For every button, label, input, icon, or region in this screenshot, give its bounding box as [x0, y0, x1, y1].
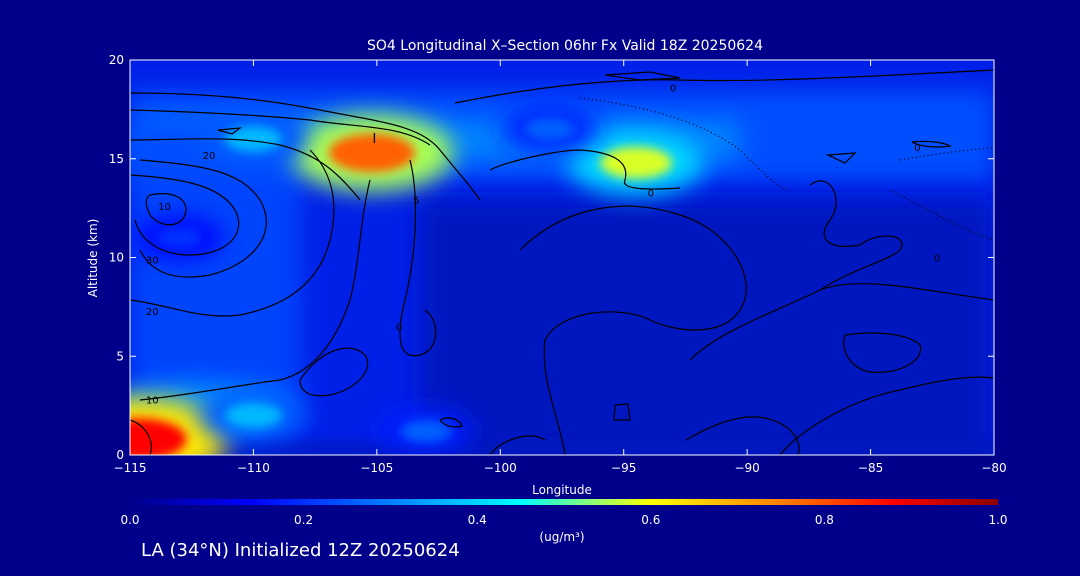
concentration-blob — [401, 420, 452, 443]
contour-label: 5 — [413, 196, 419, 207]
contour-label: 20 — [146, 307, 159, 318]
contour-line — [825, 152, 857, 164]
colorbar-tick-label: 0.2 — [294, 513, 313, 527]
contour-line — [579, 97, 791, 191]
colorbar-gradient — [130, 499, 998, 505]
x-axis: −115 −110 −105 −100 −95 −90 −85 −80 — [114, 60, 1007, 475]
y-tick-label: 0 — [116, 448, 124, 462]
colorbar-tick-label: 0.4 — [468, 513, 487, 527]
contour-label: 0 — [670, 84, 676, 95]
contour-label: 0 — [934, 254, 940, 265]
contour-line — [685, 416, 800, 455]
contour-line — [809, 180, 861, 247]
contour-line — [889, 189, 994, 241]
contour-line — [217, 127, 243, 135]
chart-title: SO4 Longitudinal X–Section 06hr Fx Valid… — [367, 38, 763, 54]
contour-line — [689, 283, 994, 361]
left-column — [130, 120, 300, 420]
contour-line — [489, 435, 546, 455]
colorbar-tick-label: 0.0 — [120, 513, 139, 527]
contour-line — [454, 69, 994, 104]
contour-line — [145, 193, 187, 226]
contour-label: 0 — [914, 143, 920, 154]
contour-line — [843, 332, 922, 373]
contour-line — [439, 417, 463, 428]
contour-line — [130, 109, 431, 146]
y-tick-label: 20 — [109, 53, 124, 67]
x-tick-label: −110 — [237, 461, 270, 475]
contour-line — [613, 403, 631, 421]
concentration-blob — [130, 418, 187, 455]
concentration-blob — [155, 227, 203, 249]
contour-label: 10 — [146, 396, 159, 407]
x-tick-label: −85 — [858, 461, 883, 475]
y-tick-label: 5 — [116, 349, 124, 363]
contour-labels: 20 30 20 10 10 0 0 0 0 0 5 I — [146, 84, 941, 407]
contour-line — [130, 419, 152, 455]
y-tick-label: 15 — [109, 152, 124, 166]
x-axis-label: Longitude — [532, 483, 592, 497]
concentration-blob — [524, 117, 575, 141]
lower-dark-region — [420, 200, 994, 455]
contour-label: 0 — [648, 188, 654, 199]
contour-line — [299, 347, 369, 397]
y-axis-label: Altitude (km) — [86, 219, 100, 298]
contour-line — [130, 138, 361, 201]
contour-line — [819, 235, 903, 291]
contour-label: 30 — [146, 255, 159, 266]
contour-line — [899, 147, 994, 161]
contour-line — [604, 71, 681, 81]
x-tick-label: −100 — [484, 461, 517, 475]
contour-label: 20 — [203, 151, 216, 162]
concentration-blob — [224, 126, 283, 152]
bottom-caption: LA (34°N) Initialized 12Z 20250624 — [141, 540, 460, 561]
colorbar: 0.0 0.2 0.4 0.6 0.8 1.0 (ug/m³) — [120, 499, 1008, 544]
contour-line — [130, 174, 240, 256]
contour-line — [489, 149, 681, 190]
x-tick-label: −80 — [981, 461, 1006, 475]
contour-line — [911, 140, 952, 148]
colorbar-ticks: 0.0 0.2 0.4 0.6 0.8 1.0 — [120, 513, 1007, 527]
x-tick-label: −105 — [360, 461, 393, 475]
contour-line — [130, 92, 481, 201]
plot-area: 20 30 20 10 10 0 0 0 0 0 5 I — [130, 60, 994, 455]
x-tick-label: −95 — [611, 461, 636, 475]
colorbar-tick-label: 0.8 — [815, 513, 834, 527]
contour-label: I — [372, 132, 376, 147]
concentration-blob — [600, 146, 673, 179]
colorbar-tick-label: 0.6 — [641, 513, 660, 527]
contour-line — [399, 159, 437, 357]
x-tick-label: −90 — [734, 461, 759, 475]
y-tick-label: 10 — [109, 251, 124, 265]
contour-line — [139, 179, 371, 401]
colorbar-tick-label: 1.0 — [988, 513, 1007, 527]
contour-line — [779, 376, 994, 455]
concentration-features — [130, 106, 705, 455]
y-axis: 0 5 10 15 20 — [109, 53, 994, 462]
concentration-blob — [224, 402, 283, 429]
colorbar-label: (ug/m³) — [539, 530, 584, 544]
contour-label: 0 — [396, 323, 402, 334]
contour-line — [519, 205, 747, 455]
contour-label: 10 — [158, 202, 171, 213]
contour-line — [130, 149, 335, 317]
contour-lines — [130, 69, 994, 455]
surface-dark — [130, 440, 994, 455]
concentration-blob — [328, 133, 416, 173]
x-tick-label: −115 — [114, 461, 147, 475]
contour-line — [139, 159, 267, 278]
